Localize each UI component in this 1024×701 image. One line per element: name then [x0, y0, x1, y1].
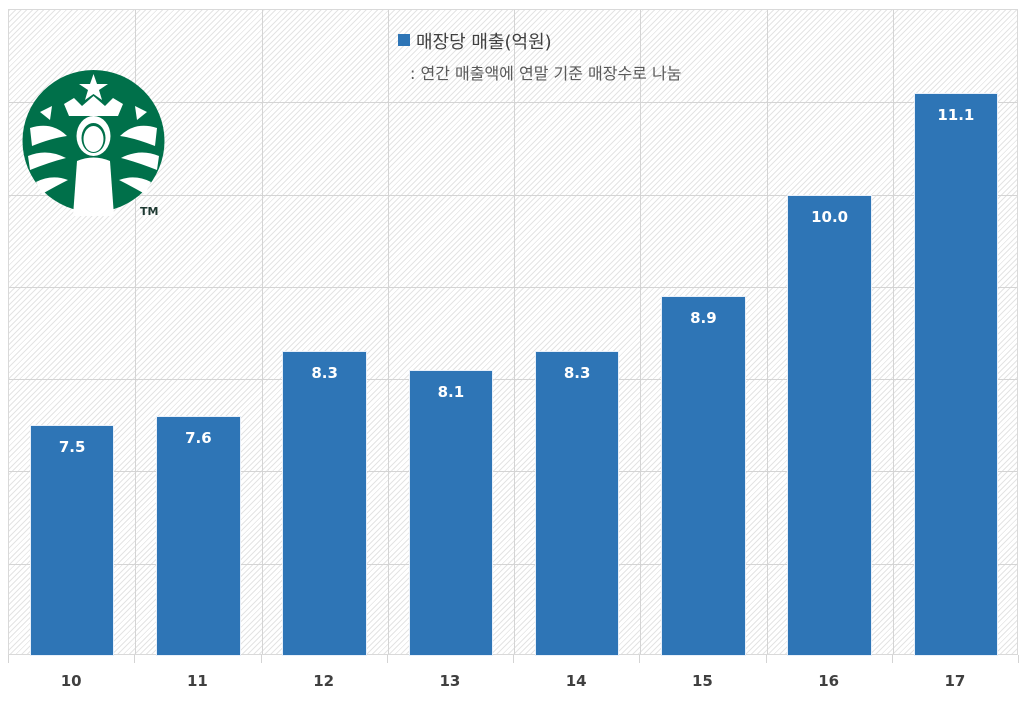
legend-swatch: [398, 34, 410, 46]
gridline-horizontal: [9, 379, 1017, 381]
x-tick-mark: [513, 655, 514, 663]
x-tick-label: 12: [313, 672, 335, 690]
data-label: 8.3: [311, 364, 338, 383]
x-tick-mark: [891, 655, 893, 663]
chart-subtitle: : 연간 매출액에 연말 기준 매장수로 나눔: [410, 64, 682, 83]
bar: 8.9: [661, 296, 746, 656]
bar: 11.1: [913, 93, 999, 656]
x-tick-mark: [765, 655, 767, 663]
gridline-vertical: [766, 10, 768, 654]
x-tick-label: 11: [186, 672, 208, 690]
x-tick-label: 17: [944, 672, 966, 690]
x-tick-label: 10: [60, 672, 82, 690]
x-tick-mark: [386, 655, 388, 663]
data-label: 7.6: [185, 429, 212, 448]
x-tick-mark: [639, 655, 641, 663]
data-label: 7.5: [58, 438, 86, 457]
starbucks-logo-icon: [22, 70, 165, 216]
gridline-horizontal: [9, 471, 1017, 473]
bar: 7.6: [156, 416, 241, 656]
x-tick-label: 15: [691, 672, 713, 690]
bar: 8.3: [534, 351, 620, 656]
data-label: 8.3: [563, 364, 591, 383]
x-tick-label: 16: [818, 672, 840, 690]
gridline-vertical: [892, 10, 894, 654]
gridline-horizontal: [9, 286, 1017, 288]
trademark-label: TM: [140, 205, 159, 218]
data-label: 10.0: [811, 207, 849, 226]
x-tick-label: 13: [439, 672, 461, 690]
x-tick-mark: [8, 655, 9, 663]
gridline-vertical: [640, 10, 642, 654]
x-tick-label: 14: [565, 672, 587, 690]
bar: 8.3: [282, 351, 367, 656]
legend-label: 매장당 매출(억원): [416, 32, 552, 53]
gridline-horizontal: [9, 102, 1017, 104]
gridline-vertical: [514, 10, 515, 654]
x-tick-mark: [1018, 655, 1019, 663]
data-label: 8.1: [437, 382, 465, 401]
data-label: 11.1: [937, 106, 975, 125]
x-tick-mark: [260, 655, 262, 663]
bar: 10.0: [787, 194, 872, 656]
x-tick-mark: [134, 655, 136, 663]
data-label: 8.9: [690, 309, 717, 328]
bar: 7.5: [29, 425, 115, 656]
gridline-horizontal: [9, 563, 1017, 565]
gridline-vertical: [135, 10, 137, 654]
gridline-vertical: [387, 10, 389, 654]
plot-area: 7.5 7.6 8.3 8.1 8.3 8.9 10.0 11.1: [8, 9, 1018, 656]
gridline-vertical: [261, 10, 263, 654]
bar: 8.1: [408, 369, 494, 656]
gridline-horizontal: [9, 194, 1017, 196]
